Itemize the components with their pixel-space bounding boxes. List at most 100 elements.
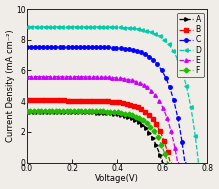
D — [83, 26, 86, 28]
C — [156, 63, 159, 65]
E — [57, 76, 59, 78]
F — [80, 110, 83, 112]
C — [99, 46, 101, 48]
F — [33, 110, 35, 112]
F — [98, 110, 101, 112]
B — [125, 102, 128, 105]
B — [29, 99, 32, 102]
E — [127, 78, 130, 81]
C — [83, 46, 85, 48]
C — [38, 46, 41, 48]
D — [65, 26, 68, 28]
A — [74, 111, 77, 113]
D — [114, 26, 117, 28]
B — [44, 99, 47, 102]
B — [66, 99, 69, 102]
F — [164, 153, 166, 155]
F — [73, 110, 76, 112]
Line: C: C — [25, 45, 184, 143]
B — [96, 100, 99, 102]
C — [74, 46, 77, 48]
Line: A: A — [25, 110, 162, 156]
D — [92, 26, 95, 28]
C — [54, 46, 57, 48]
A — [43, 111, 46, 113]
B — [81, 99, 84, 102]
B — [118, 101, 121, 104]
C — [124, 47, 126, 50]
A — [54, 111, 56, 113]
B — [51, 99, 54, 102]
A — [124, 115, 126, 117]
A — [117, 113, 119, 115]
D — [101, 26, 104, 28]
E — [166, 117, 168, 119]
F — [62, 110, 64, 112]
E — [119, 77, 122, 79]
A — [141, 124, 144, 126]
E — [29, 76, 32, 78]
B — [133, 105, 136, 107]
Line: E: E — [25, 75, 177, 149]
D — [163, 38, 165, 41]
A — [138, 121, 140, 123]
B — [37, 99, 39, 102]
A — [57, 111, 60, 113]
B — [129, 103, 132, 106]
C — [26, 46, 28, 48]
A — [99, 112, 102, 114]
F — [55, 110, 57, 112]
E — [115, 77, 118, 79]
B — [26, 99, 28, 102]
A — [131, 117, 133, 119]
A — [40, 111, 42, 113]
F — [87, 110, 90, 112]
C — [30, 46, 32, 48]
E — [111, 77, 114, 79]
E — [72, 76, 75, 78]
C — [115, 47, 118, 49]
D — [136, 28, 139, 30]
E — [88, 76, 90, 78]
D — [43, 26, 46, 28]
A — [145, 127, 147, 129]
A — [102, 112, 105, 114]
C — [42, 46, 45, 48]
D — [110, 26, 112, 28]
E — [33, 76, 36, 78]
D — [159, 35, 161, 38]
D — [105, 26, 108, 28]
C — [95, 46, 98, 48]
E — [53, 76, 55, 78]
E — [84, 76, 87, 78]
Y-axis label: Current Density (mA cm⁻²): Current Density (mA cm⁻²) — [5, 29, 14, 142]
F — [120, 112, 123, 114]
C — [168, 86, 171, 88]
A — [85, 111, 88, 113]
E — [134, 80, 137, 83]
D — [167, 43, 170, 45]
E — [41, 76, 44, 78]
A — [127, 116, 130, 118]
F — [127, 113, 130, 115]
D — [150, 31, 152, 33]
F — [124, 112, 126, 115]
A — [110, 112, 112, 115]
F — [65, 110, 68, 112]
B — [166, 151, 169, 153]
B — [62, 99, 65, 102]
C — [136, 50, 138, 52]
C — [140, 51, 142, 53]
E — [64, 76, 67, 78]
B — [148, 114, 150, 116]
F — [40, 110, 43, 112]
D — [61, 26, 64, 28]
D — [132, 27, 134, 29]
E — [150, 90, 153, 92]
B — [85, 100, 87, 102]
E — [99, 76, 102, 78]
F — [91, 110, 94, 112]
B — [140, 108, 143, 110]
E — [60, 76, 63, 78]
F — [109, 111, 112, 113]
